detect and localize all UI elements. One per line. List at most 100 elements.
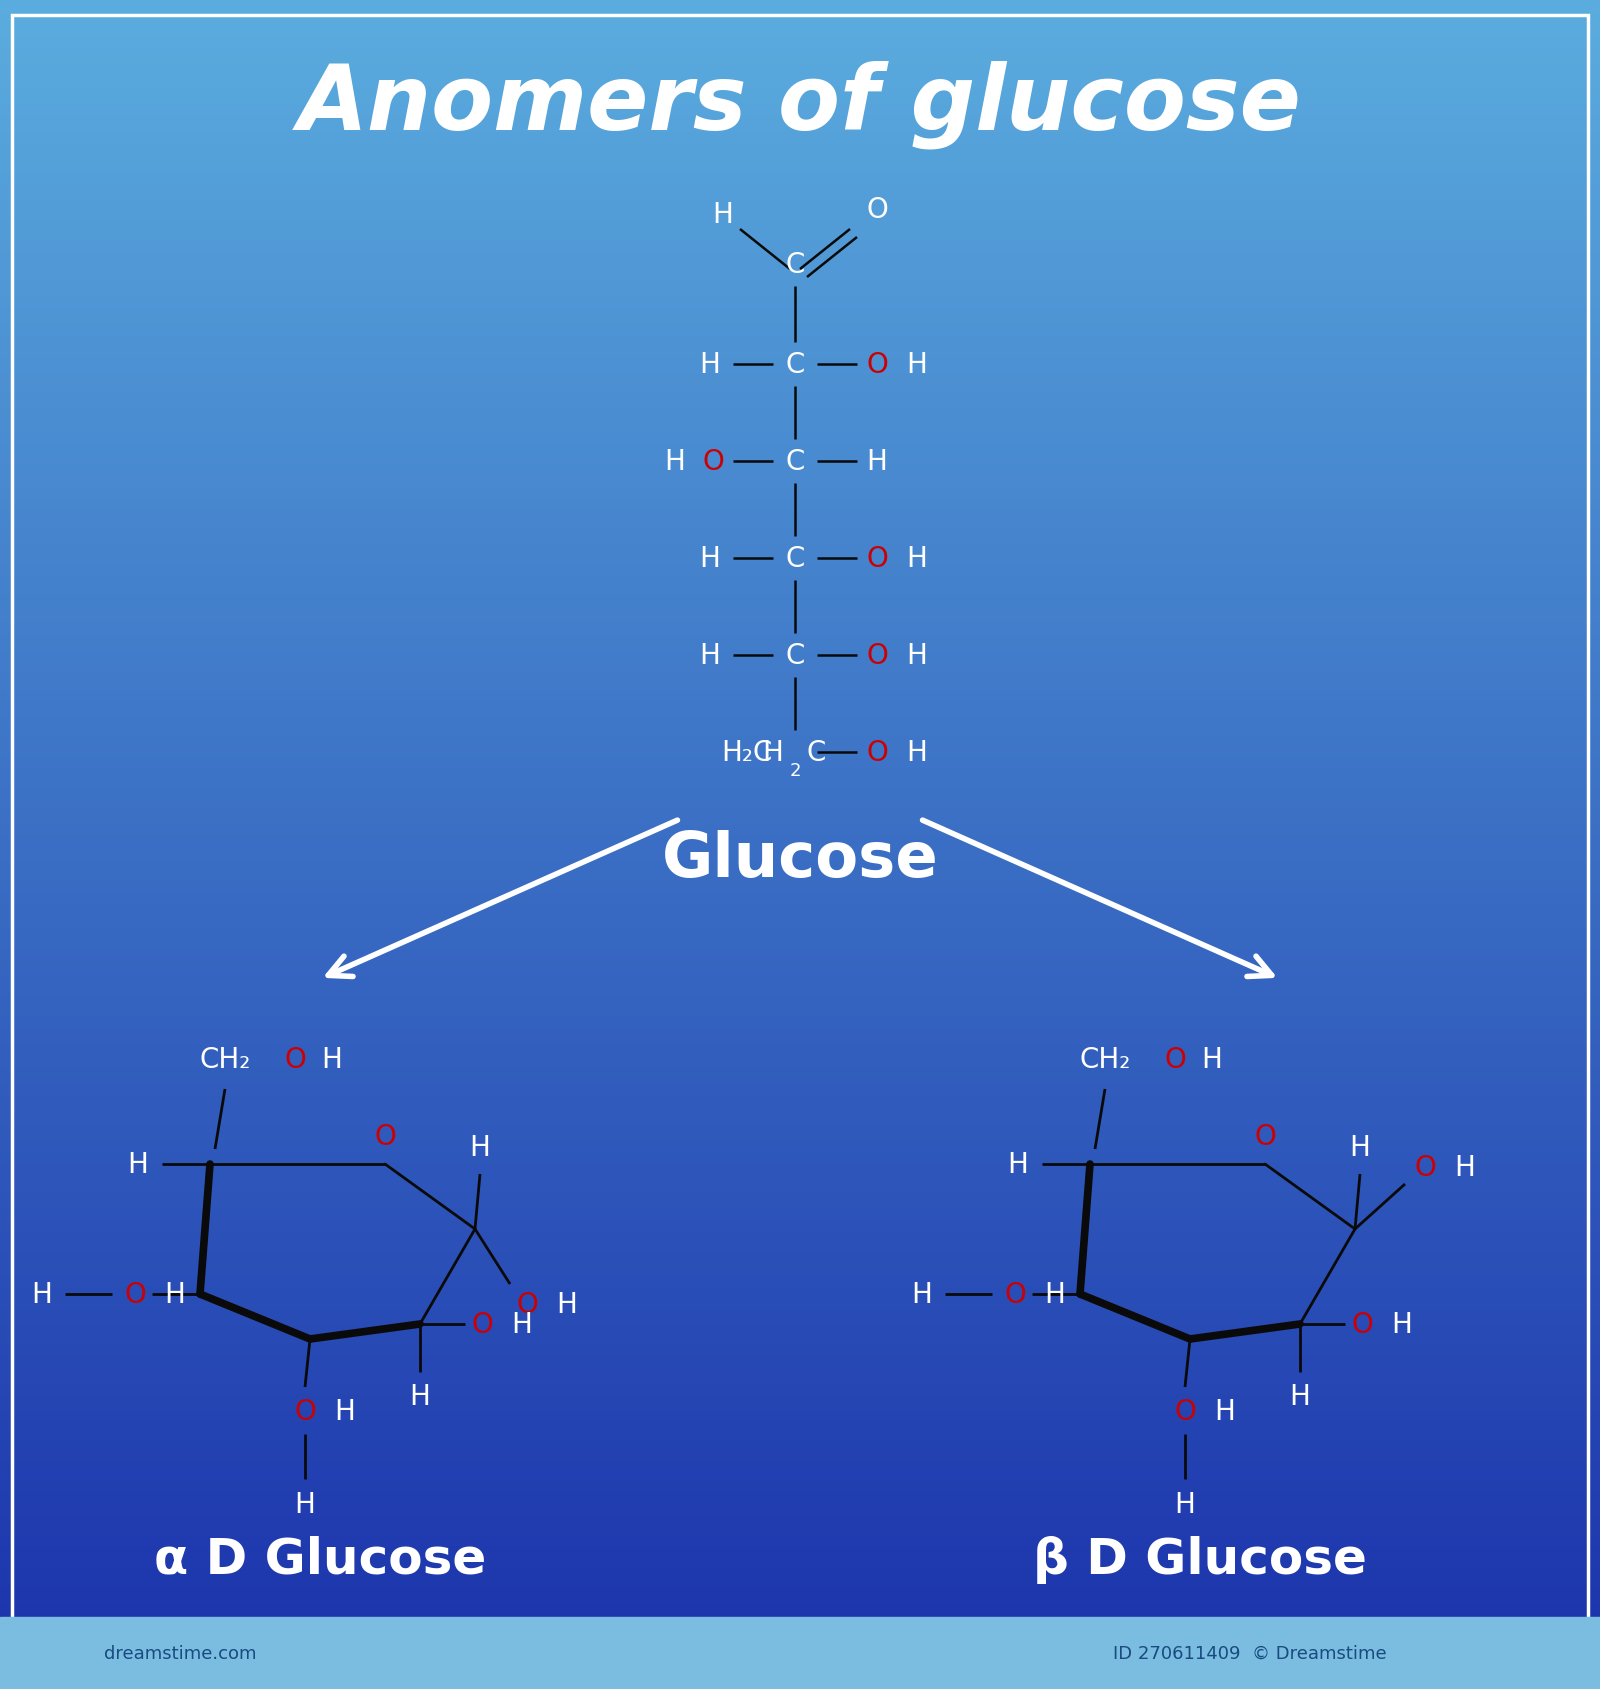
Bar (0, 1198, 1600, 1204)
Bar (0, 1130, 1600, 1137)
Bar (0, 775, 1600, 782)
Bar (0, 331, 1600, 338)
Bar (0, 44, 1600, 51)
Text: O: O (1414, 1154, 1435, 1181)
Bar (0, 1018, 1600, 1025)
Bar (0, 73, 1600, 79)
Bar (0, 1125, 1600, 1132)
Bar (0, 1103, 1600, 1110)
Bar (0, 370, 1600, 377)
Bar (0, 1350, 1600, 1356)
Bar (0, 1029, 1600, 1035)
Bar (0, 1395, 1600, 1402)
Bar (0, 833, 1600, 839)
Text: ID 270611409  © Dreamstime: ID 270611409 © Dreamstime (1114, 1643, 1387, 1662)
Bar (0, 951, 1600, 958)
Bar (0, 809, 1600, 816)
Text: O: O (1005, 1280, 1026, 1309)
Text: O: O (702, 448, 723, 476)
Text: H: H (469, 1133, 491, 1162)
Bar (0, 905, 1600, 912)
Bar (0, 1581, 1600, 1588)
Bar (0, 579, 1600, 586)
Bar (0, 343, 1600, 350)
Bar (0, 1603, 1600, 1610)
Bar (0, 1417, 1600, 1424)
Bar (0, 128, 1600, 135)
Text: O: O (866, 642, 888, 669)
Text: H: H (712, 201, 733, 230)
Bar (0, 1344, 1600, 1351)
Bar (0, 309, 1600, 316)
Text: O: O (866, 544, 888, 573)
Bar (0, 568, 1600, 574)
Text: O: O (866, 351, 888, 378)
Bar (0, 799, 1600, 806)
Bar (0, 1632, 1600, 1638)
Text: H: H (907, 642, 928, 669)
Bar (0, 725, 1600, 731)
Text: O: O (285, 1045, 306, 1074)
Bar (0, 1552, 1600, 1559)
Bar (0, 703, 1600, 709)
Text: C: C (786, 642, 805, 669)
Bar (0, 1069, 1600, 1076)
Text: O: O (866, 738, 888, 767)
Text: O: O (125, 1280, 146, 1309)
Text: H: H (762, 738, 782, 767)
Bar (0, 669, 1600, 676)
Bar (0, 990, 1600, 997)
Bar (0, 1677, 1600, 1684)
Text: H: H (1045, 1280, 1066, 1309)
Bar (0, 1598, 1600, 1605)
Text: O: O (374, 1121, 395, 1150)
Bar (0, 235, 1600, 242)
Text: β D Glucose: β D Glucose (1034, 1535, 1366, 1583)
Bar (0, 1513, 1600, 1520)
Bar (0, 399, 1600, 405)
Bar (0, 336, 1600, 343)
Bar (0, 22, 1600, 29)
Bar (0, 39, 1600, 46)
Text: O: O (517, 1290, 538, 1317)
Bar (0, 314, 1600, 321)
Bar (0, 1204, 1600, 1211)
Bar (0, 1620, 1600, 1627)
Bar (0, 1446, 1600, 1453)
Bar (0, 1407, 1600, 1414)
Bar (0, 49, 1600, 56)
Text: H: H (1392, 1311, 1413, 1338)
Text: O: O (1350, 1311, 1373, 1338)
Bar (0, 1535, 1600, 1542)
Bar (0, 61, 1600, 68)
Bar (0, 1333, 1600, 1339)
Bar (0, 302, 1600, 309)
Bar (0, 973, 1600, 980)
Bar (0, 1627, 1600, 1633)
Bar (0, 1441, 1600, 1447)
Bar (0, 1181, 1600, 1187)
Bar (0, 488, 1600, 495)
Text: C: C (806, 738, 826, 767)
Text: CH₂: CH₂ (200, 1045, 251, 1074)
Text: H: H (699, 544, 720, 573)
Bar (0, 1277, 1600, 1284)
Bar (0, 652, 1600, 659)
Bar (0, 1214, 1600, 1221)
Bar (0, 449, 1600, 456)
Bar (0, 855, 1600, 861)
Bar (0, 1615, 1600, 1621)
Bar (0, 613, 1600, 620)
Bar (0, 1248, 1600, 1255)
Bar (0, 1468, 1600, 1474)
Bar (0, 252, 1600, 258)
Bar (0, 167, 1600, 174)
Bar (0, 1518, 1600, 1525)
Bar (0, 495, 1600, 502)
Bar (0, 1322, 1600, 1329)
Text: H: H (867, 448, 888, 476)
Bar (0, 1576, 1600, 1583)
Bar (0, 275, 1600, 282)
Bar (0, 319, 1600, 326)
Bar (0, 741, 1600, 748)
